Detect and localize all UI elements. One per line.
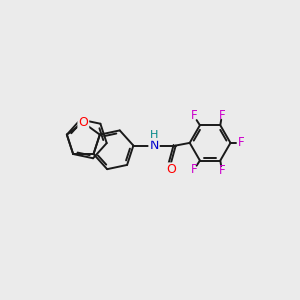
Text: O: O — [166, 164, 176, 176]
Text: F: F — [219, 109, 225, 122]
Text: F: F — [190, 164, 197, 176]
Text: N: N — [149, 139, 159, 152]
Text: F: F — [238, 136, 244, 149]
Text: O: O — [78, 116, 88, 129]
Text: F: F — [190, 110, 197, 122]
Text: F: F — [219, 164, 225, 177]
Text: H: H — [150, 130, 158, 140]
